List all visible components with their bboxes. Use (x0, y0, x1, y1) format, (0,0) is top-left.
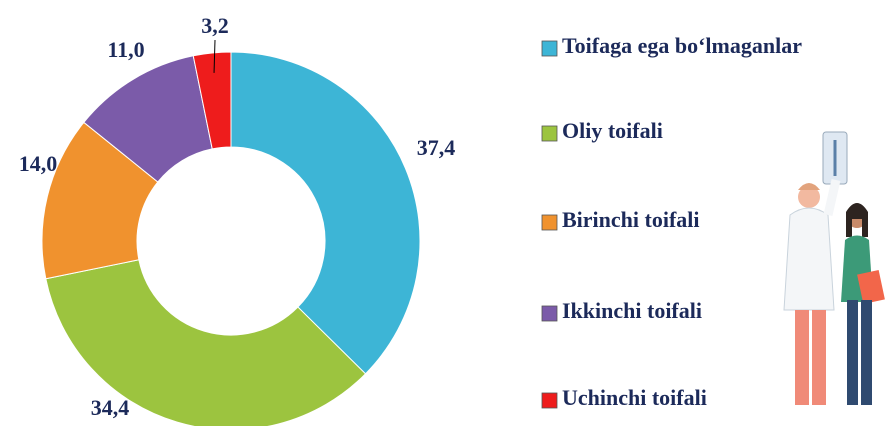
legend-swatch (541, 392, 558, 409)
legend-label: Uchinchi toifali (562, 385, 707, 410)
legend-label: Toifaga ega bo‘lmaganlar (562, 33, 802, 58)
data-label: 11,0 (107, 37, 144, 62)
legend-label: Birinchi toifali (562, 207, 700, 232)
legend-swatch (541, 214, 558, 231)
legend-swatch (541, 305, 558, 322)
legend-swatch (541, 40, 558, 57)
leader-line (213, 39, 216, 73)
illustration (783, 131, 885, 405)
legend-swatch (541, 125, 558, 142)
legend-label: Ikkinchi toifali (562, 298, 702, 323)
donut-slice (230, 51, 421, 375)
donut-slice (45, 259, 367, 426)
data-label: 14,0 (19, 151, 58, 176)
donut-slice (192, 51, 232, 150)
data-label: 3,2 (201, 13, 229, 38)
data-label: 34,4 (91, 395, 130, 420)
data-label: 37,4 (417, 135, 456, 160)
legend-label: Oliy toifali (562, 118, 663, 143)
